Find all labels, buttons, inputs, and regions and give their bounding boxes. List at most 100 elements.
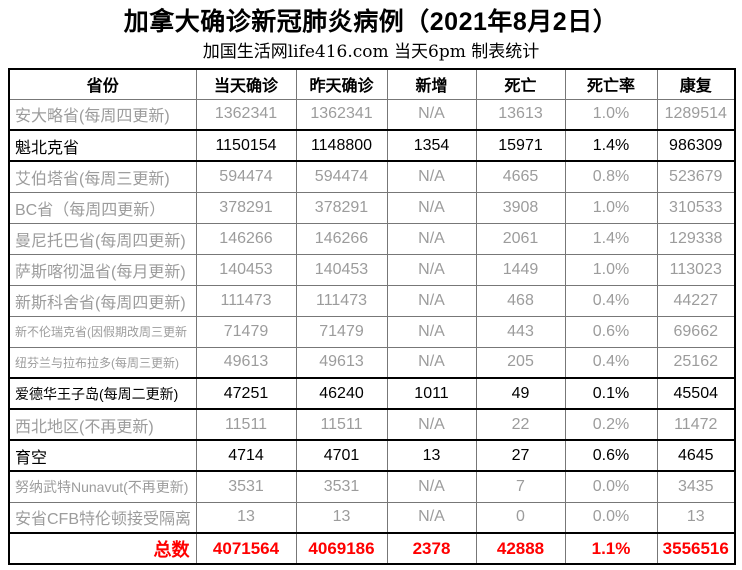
province-cell: 育空 (8, 439, 197, 472)
col-header-today-confirmed: 当天确诊 (195, 68, 297, 100)
today-confirmed-cell: 111473 (195, 284, 297, 317)
yesterday-confirmed-cell: 1148800 (295, 129, 388, 162)
total-today-confirmed-cell: 4071564 (195, 532, 297, 565)
col-header-province: 省份 (8, 68, 197, 100)
yesterday-confirmed-cell: 11511 (295, 408, 388, 441)
death-rate-cell: 0.1% (564, 377, 658, 410)
province-cell: BC省（每周四更新） (8, 191, 197, 224)
yesterday-confirmed-cell: 71479 (295, 315, 388, 348)
deaths-cell: 27 (475, 439, 566, 472)
yesterday-confirmed-cell: 13 (295, 501, 388, 534)
total-new-cases-cell: 2378 (386, 532, 477, 565)
province-cell: 安省CFB特伦顿接受隔离 (8, 501, 197, 534)
table-row: 努纳武特Nunavut(不再更新) 3531 3531 N/A 7 0.0% 3435 (8, 470, 736, 503)
total-row: 总数 4071564 4069186 2378 42888 1.1% 35565… (8, 532, 736, 565)
table-row: 魁北克省 1150154 1148800 1354 15971 1.4% 986309 (8, 129, 736, 162)
page-subtitle: 加国生活网life416.com 当天6pm 制表统计 (202, 42, 540, 62)
recovered-cell: 44227 (656, 284, 736, 317)
table-header-row: 省份 当天确诊 昨天确诊 新增 死亡 死亡率 康复 (8, 68, 736, 100)
province-cell: 曼尼托巴省(每周四更新) (8, 222, 197, 255)
province-cell: 纽芬兰与拉布拉多(每周三更新) (8, 346, 197, 379)
recovered-cell: 986309 (656, 129, 736, 162)
table-row: 爱德华王子岛(每周二更新) 47251 46240 1011 49 0.1% 45504 (8, 377, 736, 410)
province-cell: 艾伯塔省(每周三更新) (8, 160, 197, 193)
col-header-new-cases: 新增 (386, 68, 477, 100)
new-cases-cell: 1354 (386, 129, 477, 162)
yesterday-confirmed-cell: 378291 (295, 191, 388, 224)
yesterday-confirmed-cell: 1362341 (295, 98, 388, 131)
province-cell: 新不伦瑞克省(因假期改周三更新 (8, 315, 197, 348)
yesterday-confirmed-cell: 4701 (295, 439, 388, 472)
death-rate-cell: 0.4% (564, 284, 658, 317)
death-rate-cell: 1.0% (564, 98, 658, 131)
new-cases-cell: N/A (386, 408, 477, 441)
today-confirmed-cell: 378291 (195, 191, 297, 224)
total-label-cell: 总数 (8, 532, 197, 565)
deaths-cell: 7 (475, 470, 566, 503)
recovered-cell: 3435 (656, 470, 736, 503)
table-row: 新斯科舍省(每周四更新) 111473 111473 N/A 468 0.4% 44227 (8, 284, 736, 317)
today-confirmed-cell: 1362341 (195, 98, 297, 131)
today-confirmed-cell: 11511 (195, 408, 297, 441)
province-cell: 爱德华王子岛(每周二更新) (8, 377, 197, 410)
new-cases-cell: N/A (386, 98, 477, 131)
table-row: 西北地区(不再更新) 11511 11511 N/A 22 0.2% 11472 (8, 408, 736, 441)
new-cases-cell: 13 (386, 439, 477, 472)
deaths-cell: 4665 (475, 160, 566, 193)
new-cases-cell: N/A (386, 501, 477, 534)
yesterday-confirmed-cell: 594474 (295, 160, 388, 193)
today-confirmed-cell: 13 (195, 501, 297, 534)
table-row: 纽芬兰与拉布拉多(每周三更新) 49613 49613 N/A 205 0.4% 25162 (8, 346, 736, 379)
recovered-cell: 69662 (656, 315, 736, 348)
table-row: 安省CFB特伦顿接受隔离 13 13 N/A 0 0.0% 13 (8, 501, 736, 534)
death-rate-cell: 1.0% (564, 191, 658, 224)
new-cases-cell: N/A (386, 346, 477, 379)
today-confirmed-cell: 594474 (195, 160, 297, 193)
recovered-cell: 310533 (656, 191, 736, 224)
today-confirmed-cell: 3531 (195, 470, 297, 503)
total-death-rate-cell: 1.1% (564, 532, 658, 565)
total-recovered-cell: 3556516 (656, 532, 736, 565)
recovered-cell: 11472 (656, 408, 736, 441)
table-row: 新不伦瑞克省(因假期改周三更新 71479 71479 N/A 443 0.6% 69662 (8, 315, 736, 348)
table-row: 萨斯喀彻温省(每月更新) 140453 140453 N/A 1449 1.0% 11302… (8, 253, 736, 286)
death-rate-cell: 0.6% (564, 315, 658, 348)
death-rate-cell: 1.4% (564, 222, 658, 255)
death-rate-cell: 1.0% (564, 253, 658, 286)
province-cell: 新斯科舍省(每周四更新) (8, 284, 197, 317)
death-rate-cell: 0.4% (564, 346, 658, 379)
new-cases-cell: N/A (386, 160, 477, 193)
province-cell: 西北地区(不再更新) (8, 408, 197, 441)
table-row: 艾伯塔省(每周三更新) 594474 594474 N/A 4665 0.8% 523679 (8, 160, 736, 193)
table-row: BC省（每周四更新） 378291 378291 N/A 3908 1.0% 310533 (8, 191, 736, 224)
recovered-cell: 523679 (656, 160, 736, 193)
yesterday-confirmed-cell: 3531 (295, 470, 388, 503)
total-deaths-cell: 42888 (475, 532, 566, 565)
new-cases-cell: N/A (386, 284, 477, 317)
province-cell: 魁北克省 (8, 129, 197, 162)
today-confirmed-cell: 4714 (195, 439, 297, 472)
table-row: 曼尼托巴省(每周四更新) 146266 146266 N/A 2061 1.4% 12933… (8, 222, 736, 255)
deaths-cell: 13613 (475, 98, 566, 131)
new-cases-cell: N/A (386, 470, 477, 503)
today-confirmed-cell: 49613 (195, 346, 297, 379)
yesterday-confirmed-cell: 140453 (295, 253, 388, 286)
covid-cases-table: 省份 当天确诊 昨天确诊 新增 死亡 死亡率 康复 安大略省(每周四更新) 136… (8, 68, 736, 565)
yesterday-confirmed-cell: 46240 (295, 377, 388, 410)
recovered-cell: 4645 (656, 439, 736, 472)
deaths-cell: 443 (475, 315, 566, 348)
yesterday-confirmed-cell: 146266 (295, 222, 388, 255)
deaths-cell: 3908 (475, 191, 566, 224)
deaths-cell: 205 (475, 346, 566, 379)
deaths-cell: 1449 (475, 253, 566, 286)
deaths-cell: 15971 (475, 129, 566, 162)
province-cell: 安大略省(每周四更新) (8, 98, 197, 131)
recovered-cell: 25162 (656, 346, 736, 379)
province-cell: 努纳武特Nunavut(不再更新) (8, 470, 197, 503)
today-confirmed-cell: 146266 (195, 222, 297, 255)
death-rate-cell: 0.0% (564, 470, 658, 503)
deaths-cell: 2061 (475, 222, 566, 255)
recovered-cell: 45504 (656, 377, 736, 410)
death-rate-cell: 0.0% (564, 501, 658, 534)
today-confirmed-cell: 140453 (195, 253, 297, 286)
